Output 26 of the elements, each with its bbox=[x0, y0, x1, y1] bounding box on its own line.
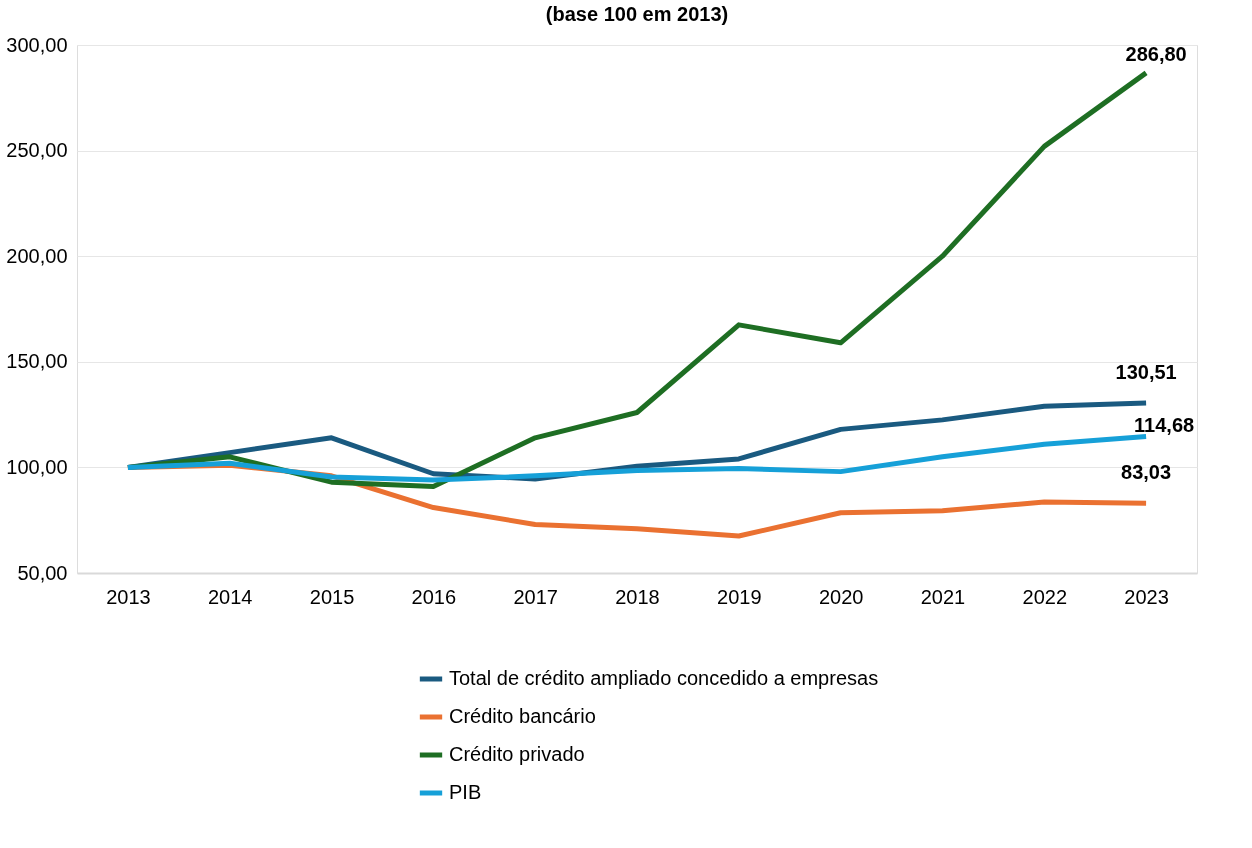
y-tick-label: 150,00 bbox=[6, 350, 68, 373]
x-tick-label: 2017 bbox=[513, 585, 558, 608]
data-label: 130,51 bbox=[1115, 360, 1177, 383]
x-tick-label: 2022 bbox=[1022, 585, 1068, 608]
x-tick-label: 2021 bbox=[920, 585, 966, 608]
data-label: 286,80 bbox=[1125, 42, 1187, 65]
data-label: 83,03 bbox=[1121, 461, 1172, 484]
legend-label: Crédito bancário bbox=[449, 705, 596, 727]
data-label: 114,68 bbox=[1134, 414, 1195, 437]
legend-label: Total de crédito ampliado concedido a empresas bbox=[449, 667, 879, 689]
y-tick-label: 100,00 bbox=[6, 455, 68, 478]
x-tick-label: 2018 bbox=[615, 585, 660, 608]
x-tick-label: 2019 bbox=[717, 585, 762, 608]
y-tick-label: 250,00 bbox=[6, 139, 68, 162]
x-tick-label: 2013 bbox=[106, 585, 151, 608]
x-tick-label: 2023 bbox=[1124, 585, 1169, 608]
chart-title: (base 100 em 2013) bbox=[545, 3, 729, 25]
x-tick-label: 2014 bbox=[207, 585, 253, 608]
y-tick-label: 200,00 bbox=[6, 244, 68, 267]
y-tick-label: 300,00 bbox=[6, 33, 68, 56]
legend-label: PIB bbox=[449, 781, 482, 803]
x-tick-label: 2015 bbox=[309, 585, 355, 608]
y-tick-label: 50,00 bbox=[17, 561, 68, 584]
x-tick-label: 2020 bbox=[818, 585, 864, 608]
x-tick-label: 2016 bbox=[411, 585, 457, 608]
legend-label: Crédito privado bbox=[449, 743, 585, 765]
